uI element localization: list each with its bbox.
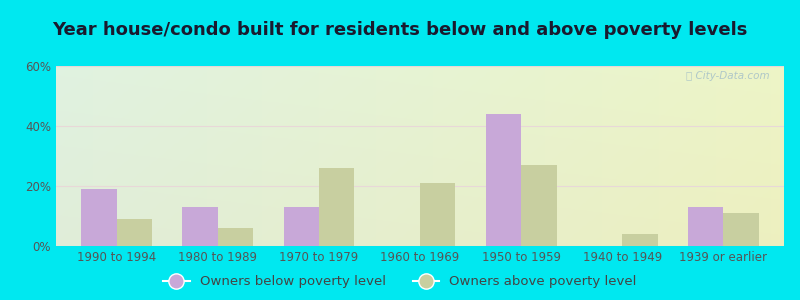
Bar — [521, 165, 557, 246]
Text: Ⓜ City-Data.com: Ⓜ City-Data.com — [686, 71, 770, 81]
Bar — [218, 228, 253, 246]
Bar — [319, 168, 354, 246]
Legend: Owners below poverty level, Owners above poverty level: Owners below poverty level, Owners above… — [158, 270, 642, 293]
Bar — [723, 213, 758, 246]
Bar — [117, 219, 152, 246]
Bar — [486, 114, 521, 246]
Bar — [622, 234, 658, 246]
Bar — [688, 207, 723, 246]
Bar — [283, 207, 319, 246]
Text: Year house/condo built for residents below and above poverty levels: Year house/condo built for residents bel… — [52, 21, 748, 39]
Bar — [182, 207, 218, 246]
Bar — [420, 183, 455, 246]
Bar — [82, 189, 117, 246]
